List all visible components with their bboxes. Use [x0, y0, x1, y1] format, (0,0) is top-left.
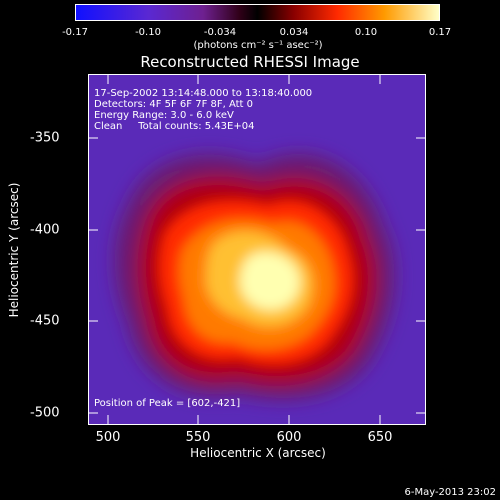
- solar-image: [88, 74, 426, 425]
- peak-position: Position of Peak = [602,-421]: [94, 398, 241, 409]
- plot-frame: [88, 74, 426, 425]
- colorbar-tick-label: -0.10: [135, 27, 161, 38]
- y-tick-label: -500: [30, 405, 60, 421]
- y-tick-label: -450: [30, 313, 60, 329]
- energy-range-info: Energy Range: 3.0 - 6.0 keV: [94, 110, 234, 121]
- x-tick-label: 600: [276, 430, 302, 445]
- emission-core: [158, 199, 355, 366]
- creation-timestamp: 6-May-2013 23:02: [404, 487, 496, 498]
- colorbar-tick-label: 0.034: [279, 27, 309, 38]
- colorbar-tick-label: -0.17: [62, 27, 88, 38]
- y-tick-label: -400: [30, 222, 60, 238]
- colorbar-gradient: [76, 5, 439, 20]
- axis-ticks: [88, 74, 426, 425]
- x-tick-label: 550: [185, 430, 211, 445]
- observation-time: 17-Sep-2002 13:14:48.000 to 13:18:40.000: [94, 88, 313, 99]
- colorbar-tick-label: 0.17: [428, 27, 452, 38]
- detectors-info: Detectors: 4F 5F 6F 7F 8F, Att 0: [94, 99, 254, 110]
- image-title: Reconstructed RHESSI Image: [140, 53, 360, 71]
- colorbar-tick-label: 0.10: [354, 27, 378, 38]
- y-tick-label: -350: [30, 130, 60, 146]
- colorbar: [75, 4, 440, 21]
- y-axis-label: Heliocentric Y (arcsec): [7, 182, 21, 318]
- x-tick-label: 650: [367, 430, 393, 445]
- x-tick-label: 500: [95, 430, 121, 445]
- x-axis-label: Heliocentric X (arcsec): [190, 446, 326, 460]
- clean-total-counts: Clean Total counts: 5.43E+04: [94, 121, 255, 132]
- colorbar-tick-label: -0.034: [203, 27, 237, 38]
- colorbar-units: (photons cm⁻² s⁻¹ asec⁻²): [193, 40, 323, 51]
